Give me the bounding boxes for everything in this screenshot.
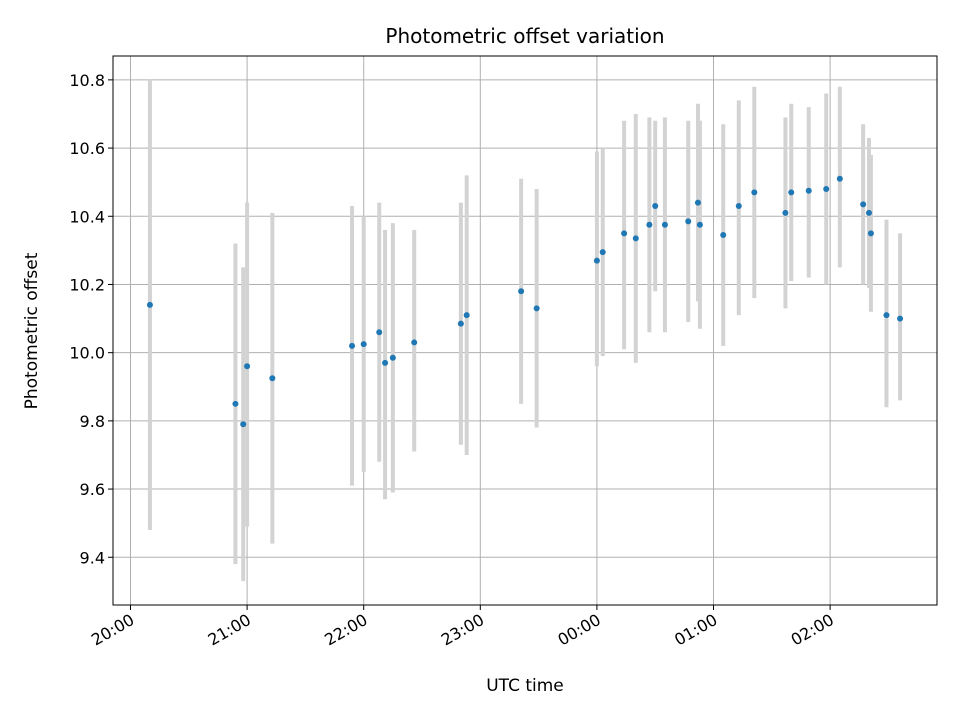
grid xyxy=(113,56,937,605)
data-point xyxy=(389,354,396,361)
data-point xyxy=(621,230,628,237)
data-point xyxy=(661,221,668,228)
y-axis: 9.4 9.6 9.8 10.0 10.2 10.4 10.6 10.8 xyxy=(69,71,113,567)
chart-title: Photometric offset variation xyxy=(385,24,664,48)
data-points xyxy=(146,175,904,428)
data-point xyxy=(244,363,251,370)
x-axis-label: UTC time xyxy=(486,676,564,696)
data-point xyxy=(685,218,692,225)
data-point xyxy=(457,320,464,327)
data-point xyxy=(269,375,276,382)
y-tick-label: 10.6 xyxy=(69,139,105,158)
data-point xyxy=(836,175,843,182)
data-point xyxy=(533,305,540,312)
data-point xyxy=(232,400,239,407)
data-point xyxy=(632,235,639,242)
data-point xyxy=(788,189,795,196)
data-point xyxy=(897,315,904,322)
y-tick-label: 9.8 xyxy=(80,412,105,431)
data-point xyxy=(240,421,247,428)
y-tick-label: 10.4 xyxy=(69,207,105,226)
y-tick-label: 9.6 xyxy=(80,480,105,499)
y-tick-label: 10.0 xyxy=(69,344,105,363)
data-point xyxy=(823,185,830,192)
y-tick-label: 10.8 xyxy=(69,71,105,90)
data-point xyxy=(518,288,525,295)
data-point xyxy=(865,209,872,216)
data-point xyxy=(382,359,389,366)
data-point xyxy=(735,203,742,210)
y-axis-label: Photometric offset xyxy=(22,252,42,409)
data-point xyxy=(411,339,418,346)
data-point xyxy=(593,257,600,264)
data-point xyxy=(867,230,874,237)
data-point xyxy=(694,199,701,206)
y-tick-label: 9.4 xyxy=(80,548,105,567)
plot-area-frame xyxy=(112,55,938,606)
data-point xyxy=(360,341,367,348)
data-point xyxy=(751,189,758,196)
data-point xyxy=(652,203,659,210)
y-tick-label: 10.2 xyxy=(69,275,105,294)
data-point xyxy=(883,312,890,319)
data-point xyxy=(146,301,153,308)
data-point xyxy=(805,187,812,194)
data-point xyxy=(860,201,867,208)
data-point xyxy=(782,209,789,216)
data-point xyxy=(463,312,470,319)
data-point xyxy=(599,249,606,256)
data-point xyxy=(646,221,653,228)
data-point xyxy=(376,329,383,336)
data-point xyxy=(720,232,727,239)
data-point xyxy=(349,342,356,349)
data-point xyxy=(696,221,703,228)
